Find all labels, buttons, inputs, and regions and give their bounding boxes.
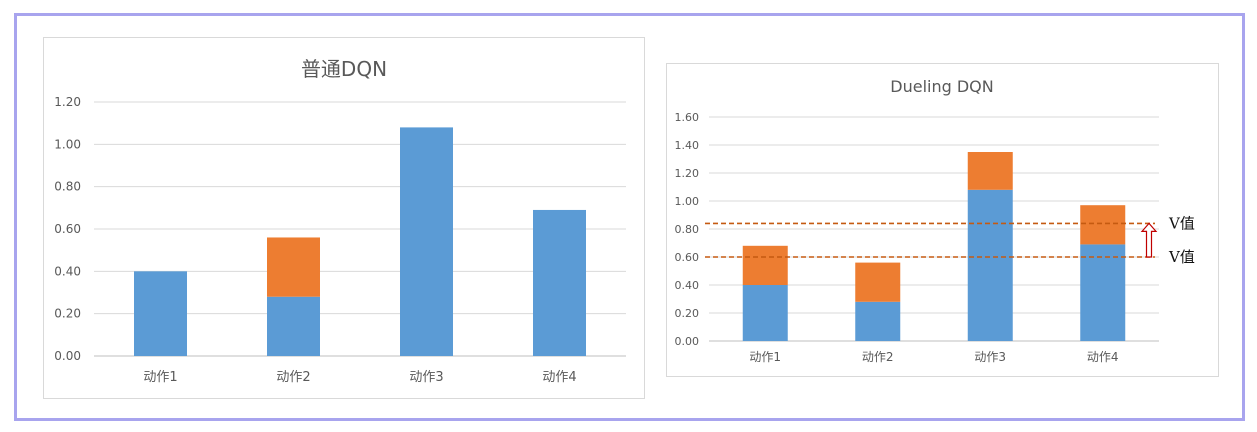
dueling-bar-stack-4: [1080, 205, 1126, 245]
dueling-bar-base-4: [1080, 244, 1126, 341]
chart-standard-dqn-svg: 普通DQN 0.00 0.20 0.40 0.60 0.80 1.00 1.20 动作1 动作2 动…: [54, 57, 626, 385]
standard-category-label: 动作3: [409, 370, 443, 385]
dueling-category-label: 动作2: [862, 350, 894, 364]
standard-bar-base-2: [267, 296, 320, 356]
dueling-chart-title: Dueling DQN: [890, 77, 993, 96]
standard-y-tick-label: 0.80: [54, 180, 81, 194]
standard-chart-title: 普通DQN: [301, 57, 387, 81]
dueling-v-value-label: V值: [1168, 248, 1195, 266]
dueling-bar-base-1: [742, 285, 788, 341]
dueling-category-label: 动作1: [749, 350, 781, 364]
standard-bar-stack-2: [267, 237, 320, 297]
standard-y-tick-label: 0.00: [54, 349, 81, 363]
standard-y-tick-label: 1.20: [54, 95, 81, 109]
standard-y-tick-label: 0.40: [54, 264, 81, 278]
standard-category-label: 动作2: [276, 370, 310, 385]
dueling-v-value-label: V值: [1168, 214, 1195, 232]
standard-category-label: 动作4: [542, 370, 576, 385]
dueling-category-label: 动作4: [1087, 350, 1119, 364]
dueling-bar-stack-1: [742, 245, 788, 285]
dueling-y-tick-label: 1.60: [675, 111, 700, 124]
dueling-y-tick-label: 1.20: [675, 167, 700, 180]
dueling-bar-stack-2: [855, 262, 901, 302]
dueling-y-tick-label: 1.40: [675, 139, 700, 152]
dueling-y-tick-label: 0.60: [675, 251, 700, 264]
dueling-bar-base-2: [855, 301, 901, 341]
dueling-y-tick-label: 1.00: [675, 195, 700, 208]
dueling-category-label: 动作3: [974, 350, 1006, 364]
dueling-y-tick-label: 0.40: [675, 279, 700, 292]
standard-category-label: 动作1: [143, 370, 177, 385]
dueling-bar-stack-3: [967, 152, 1013, 190]
chart-dueling-dqn: Dueling DQN 0.00 0.20 0.40 0.60 0.80 1.00 1.20 1…: [666, 63, 1219, 377]
dueling-y-tick-label: 0.00: [675, 335, 700, 348]
chart-dueling-dqn-svg: Dueling DQN 0.00 0.20 0.40 0.60 0.80 1.00 1.20 1…: [675, 77, 1195, 364]
chart-standard-dqn: 普通DQN 0.00 0.20 0.40 0.60 0.80 1.00 1.20 动作1 动作2 动…: [43, 37, 645, 399]
dueling-y-tick-label: 0.20: [675, 307, 700, 320]
dueling-up-arrow-icon: [1140, 222, 1158, 258]
standard-y-tick-label: 0.20: [54, 307, 81, 321]
dueling-bar-base-3: [967, 189, 1013, 341]
standard-y-tick-label: 1.00: [54, 137, 81, 151]
standard-bar-base-4: [533, 209, 586, 356]
dueling-y-tick-label: 0.80: [675, 223, 700, 236]
standard-y-tick-label: 0.60: [54, 222, 81, 236]
standard-bar-base-3: [400, 127, 453, 357]
standard-bar-base-1: [134, 271, 187, 356]
